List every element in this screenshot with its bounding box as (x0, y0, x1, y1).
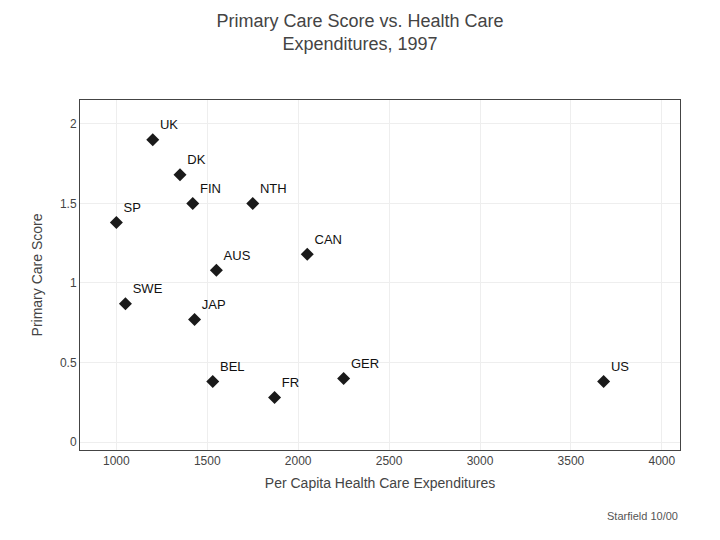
svg-text:US: US (611, 359, 629, 374)
svg-text:3000: 3000 (467, 454, 494, 468)
svg-text:Primary Care Score: Primary Care Score (29, 213, 45, 336)
svg-text:JAP: JAP (202, 297, 226, 312)
svg-text:FR: FR (282, 375, 299, 390)
svg-text:AUS: AUS (224, 248, 251, 263)
svg-text:DK: DK (187, 152, 205, 167)
svg-text:1.5: 1.5 (60, 197, 77, 211)
svg-text:1000: 1000 (103, 454, 130, 468)
svg-text:1: 1 (70, 276, 77, 290)
svg-text:1500: 1500 (194, 454, 221, 468)
svg-text:CAN: CAN (315, 232, 342, 247)
svg-text:BEL: BEL (220, 359, 245, 374)
svg-text:UK: UK (160, 117, 178, 132)
svg-text:3500: 3500 (558, 454, 585, 468)
svg-text:NTH: NTH (260, 181, 287, 196)
svg-text:Per Capita Health Care Expendi: Per Capita Health Care Expenditures (265, 475, 495, 491)
svg-text:2000: 2000 (285, 454, 312, 468)
svg-text:4000: 4000 (648, 454, 675, 468)
svg-text:0: 0 (70, 435, 77, 449)
svg-text:SWE: SWE (133, 281, 163, 296)
svg-text:FIN: FIN (200, 181, 221, 196)
svg-text:Starfield 10/00: Starfield 10/00 (607, 510, 678, 522)
svg-text:0.5: 0.5 (60, 356, 77, 370)
svg-text:SP: SP (124, 200, 141, 215)
svg-text:GER: GER (351, 356, 379, 371)
svg-text:2: 2 (70, 117, 77, 131)
svg-text:Primary Care Score vs. Health: Primary Care Score vs. Health CareExpend… (216, 11, 503, 54)
svg-text:2500: 2500 (376, 454, 403, 468)
